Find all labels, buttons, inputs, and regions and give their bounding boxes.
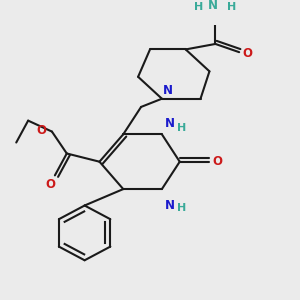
Text: O: O xyxy=(45,178,56,191)
Text: N: N xyxy=(207,0,218,13)
Text: H: H xyxy=(227,2,236,13)
Text: N: N xyxy=(165,199,175,212)
Text: H: H xyxy=(194,2,203,13)
Text: H: H xyxy=(177,203,186,213)
Text: H: H xyxy=(177,123,186,133)
Text: O: O xyxy=(212,155,222,168)
Text: N: N xyxy=(164,84,173,97)
Text: O: O xyxy=(37,124,46,137)
Text: N: N xyxy=(165,117,175,130)
Text: O: O xyxy=(242,47,252,60)
